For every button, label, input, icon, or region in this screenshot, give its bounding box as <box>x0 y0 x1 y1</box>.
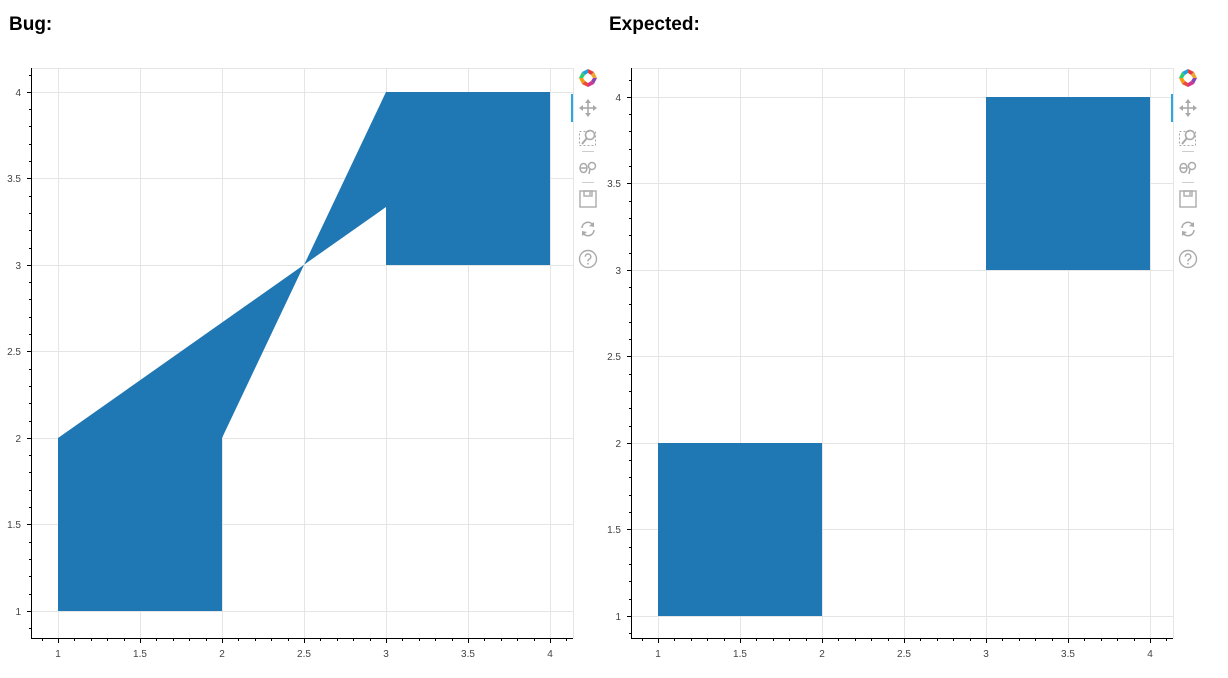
svg-text:1: 1 <box>615 612 621 623</box>
bug-plot-canvas[interactable]: 4 3.5 3 2.5 2 1.5 1 <box>0 0 600 678</box>
pan-tool-icon[interactable] <box>1173 95 1203 121</box>
bokeh-logo-icon[interactable] <box>573 65 603 91</box>
svg-text:1: 1 <box>15 607 21 618</box>
svg-text:3.5: 3.5 <box>607 179 621 190</box>
reset-tool-icon[interactable] <box>573 216 603 242</box>
box-zoom-tool-icon[interactable] <box>573 124 603 150</box>
svg-text:2.5: 2.5 <box>897 649 911 660</box>
x-tick-labels: 1 1.5 2 2.5 3 3.5 4 <box>655 649 1153 660</box>
help-tool-icon[interactable] <box>1173 246 1203 272</box>
square-glyph-1 <box>658 443 822 616</box>
save-tool-icon[interactable] <box>573 186 603 212</box>
bokeh-logo-icon[interactable] <box>1173 65 1203 91</box>
y-axis <box>27 68 32 638</box>
y-tick-labels: 4 3.5 3 2.5 2 1.5 1 <box>607 93 621 623</box>
save-tool-icon[interactable] <box>1173 186 1203 212</box>
svg-text:3: 3 <box>983 649 989 660</box>
svg-text:2: 2 <box>15 434 21 445</box>
svg-text:3: 3 <box>615 266 621 277</box>
svg-text:1: 1 <box>55 649 61 660</box>
svg-text:4: 4 <box>615 93 621 104</box>
toolbar-separator <box>1182 151 1194 152</box>
wheel-zoom-tool-icon[interactable] <box>1173 155 1203 181</box>
x-axis <box>31 638 573 643</box>
bug-toolbar <box>571 65 603 275</box>
svg-text:4: 4 <box>1147 649 1153 660</box>
help-tool-icon[interactable] <box>573 246 603 272</box>
toolbar-separator <box>582 182 594 183</box>
svg-text:1.5: 1.5 <box>607 525 621 536</box>
svg-text:2.5: 2.5 <box>297 649 311 660</box>
square-glyph-2 <box>986 97 1150 270</box>
expected-plot-canvas[interactable]: 4 3.5 3 2.5 2 1.5 1 <box>600 0 1200 678</box>
svg-text:1.5: 1.5 <box>7 520 21 531</box>
svg-text:3.5: 3.5 <box>7 174 21 185</box>
toolbar-separator <box>1182 182 1194 183</box>
svg-text:1: 1 <box>655 649 661 660</box>
svg-text:4: 4 <box>15 88 21 99</box>
x-axis <box>631 638 1173 643</box>
expected-panel-title: Expected: <box>609 14 700 35</box>
active-tool-indicator <box>1171 94 1173 122</box>
svg-text:1.5: 1.5 <box>133 649 147 660</box>
y-tick-labels: 4 3.5 3 2.5 2 1.5 1 <box>7 88 21 618</box>
svg-text:2: 2 <box>219 649 225 660</box>
svg-text:3: 3 <box>15 261 21 272</box>
svg-text:2: 2 <box>819 649 825 660</box>
active-tool-indicator <box>571 94 573 122</box>
svg-text:3.5: 3.5 <box>461 649 475 660</box>
bug-panel-title: Bug: <box>9 14 53 35</box>
svg-text:2.5: 2.5 <box>7 347 21 358</box>
svg-text:4: 4 <box>547 649 553 660</box>
svg-text:2.5: 2.5 <box>607 352 621 363</box>
bug-plot[interactable]: 4 3.5 3 2.5 2 1.5 1 <box>0 0 600 678</box>
svg-text:3: 3 <box>383 649 389 660</box>
wheel-zoom-tool-icon[interactable] <box>573 155 603 181</box>
toolbar-separator <box>582 151 594 152</box>
svg-text:1.5: 1.5 <box>733 649 747 660</box>
svg-text:2: 2 <box>615 439 621 450</box>
bug-polygon-glyph <box>58 92 550 611</box>
box-zoom-tool-icon[interactable] <box>1173 124 1203 150</box>
reset-tool-icon[interactable] <box>1173 216 1203 242</box>
pan-tool-icon[interactable] <box>573 95 603 121</box>
svg-text:3.5: 3.5 <box>1061 649 1075 660</box>
x-tick-labels: 1 1.5 2 2.5 3 3.5 4 <box>55 649 553 660</box>
expected-plot[interactable]: 4 3.5 3 2.5 2 1.5 1 <box>600 0 1200 678</box>
y-axis <box>627 68 632 638</box>
expected-toolbar <box>1171 65 1203 275</box>
